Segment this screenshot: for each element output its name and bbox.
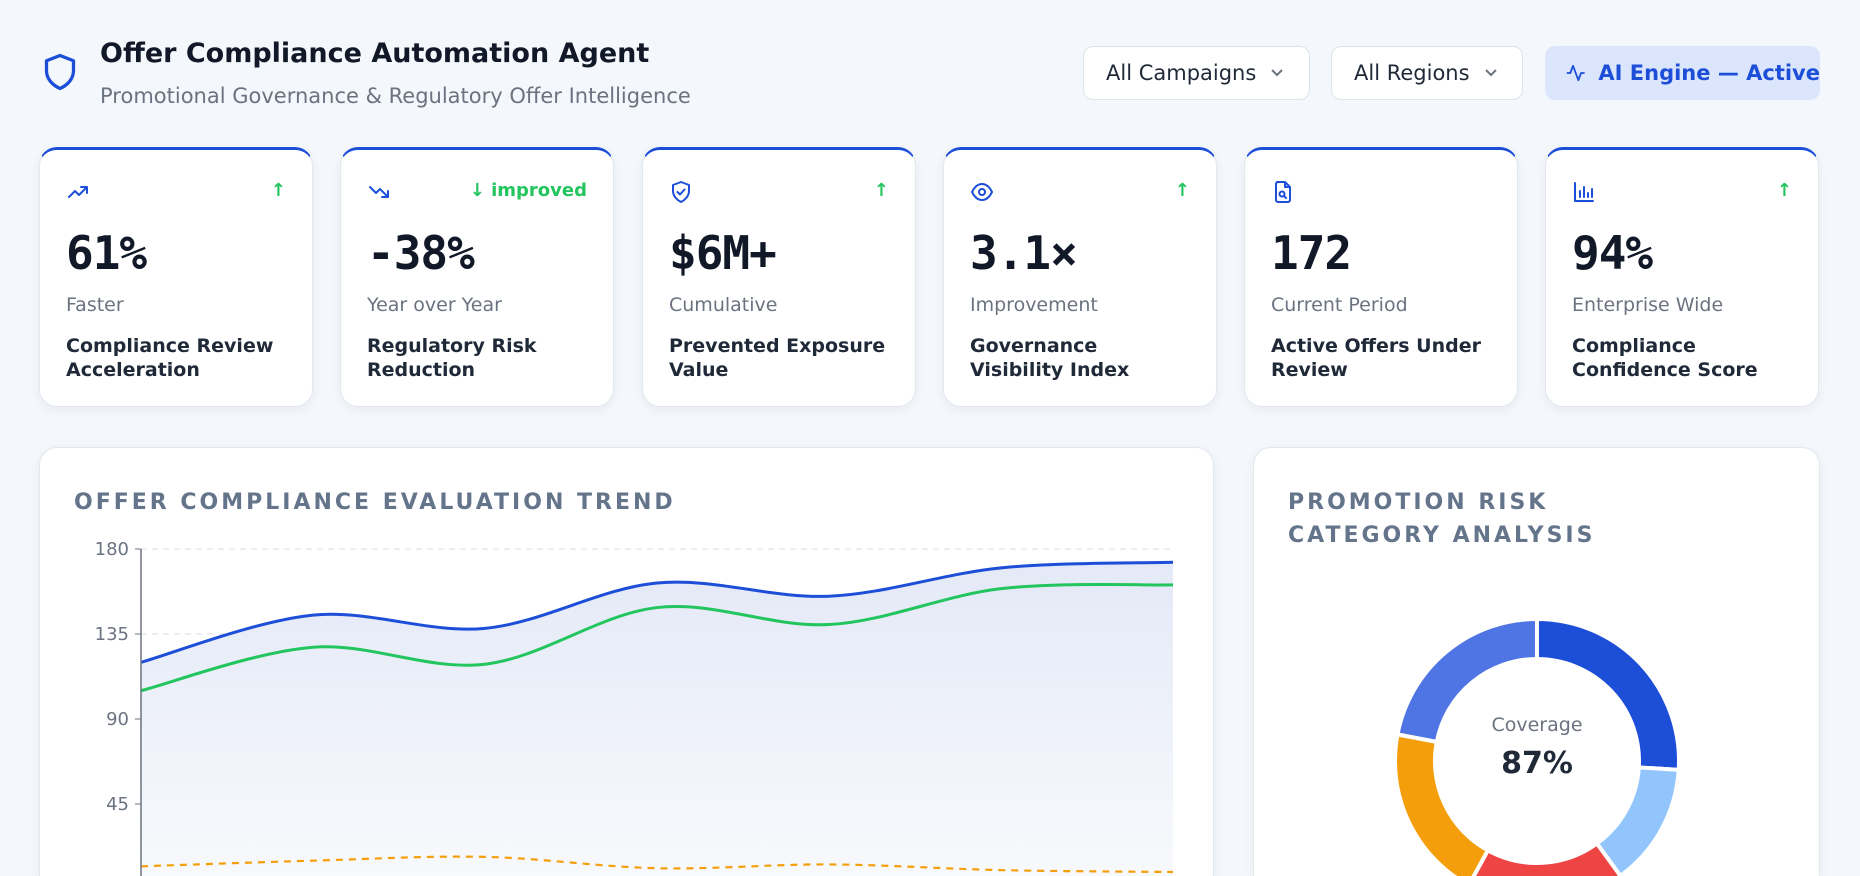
kpi-icon <box>672 181 690 203</box>
kpi-label: Compliance Confidence Score <box>1572 335 1758 381</box>
kpi-trend: ↑ <box>270 180 286 201</box>
kpi-icon <box>369 186 389 198</box>
page-title: Offer Compliance Automation Agent <box>100 38 650 69</box>
kpi-card: ↑ 94% Enterprise Wide Compliance Confidence… <box>1545 147 1819 407</box>
campaign-filter[interactable]: All Campaigns <box>1083 46 1310 100</box>
y-tick-label: 45 <box>106 794 129 815</box>
kpi-icon <box>1574 182 1594 202</box>
kpi-trend: ↑ <box>1776 180 1792 201</box>
kpi-value: $6M+ <box>669 226 777 280</box>
ai-status[interactable]: AI Engine — Active <box>1545 46 1820 100</box>
kpi-value: 94% <box>1572 226 1653 280</box>
chevron <box>1271 69 1284 77</box>
y-tick-label: 135 <box>95 624 129 645</box>
kpi-label: Compliance Review Acceleration <box>66 335 274 381</box>
kpi-card: ↑ 61% Faster Compliance Review Acceleration <box>39 147 313 407</box>
kpi-value: 61% <box>66 226 147 280</box>
kpi-icon <box>971 183 993 201</box>
kpi-card: ↑ 3.1× Improvement Governance Visibility In… <box>943 147 1217 407</box>
donut-segment <box>1393 732 1491 876</box>
status-label: AI Engine — Active <box>1598 61 1820 85</box>
kpi-value: 172 <box>1271 226 1352 280</box>
kpi-value: 3.1× <box>970 226 1078 280</box>
kpi-card: ↓ improved -38% Year over Year Regulatory R… <box>340 147 614 407</box>
trend-card: OFFER COMPLIANCE EVALUATION TREND 45 90 13… <box>39 447 1214 876</box>
kpi-label: Active Offers Under Review <box>1271 335 1481 381</box>
kpi-card: ↑ $6M+ Cumulative Prevented Exposure Value <box>642 147 916 407</box>
chart-title: OFFER COMPLIANCE EVALUATION TREND <box>74 490 676 515</box>
center-label: Coverage <box>1491 714 1582 736</box>
kpi-value: -38% <box>367 226 475 280</box>
kpi-period: Improvement <box>970 294 1098 316</box>
line <box>140 583 1174 693</box>
line <box>140 560 1174 664</box>
kpi-icon <box>1275 181 1291 203</box>
center-value: 87% <box>1501 746 1573 781</box>
kpi-card: 172 Current Period Active Offers Under Rev… <box>1244 147 1518 407</box>
page-subtitle: Promotional Governance & Regulatory Offe… <box>100 84 691 108</box>
kpi-period: Year over Year <box>367 294 502 316</box>
donut-segment <box>1395 616 1539 745</box>
y-tick-label: 180 <box>95 539 129 560</box>
area <box>141 562 1173 876</box>
y-tick-label: 90 <box>106 709 129 730</box>
kpi-period: Cumulative <box>669 294 778 316</box>
filter-label: All Campaigns <box>1106 61 1257 85</box>
kpi-label: Regulatory Risk Reduction <box>367 335 537 381</box>
kpi-period: Current Period <box>1271 294 1408 316</box>
kpi-trend: ↑ <box>1174 180 1190 201</box>
kpi-icon <box>68 186 88 198</box>
risk-card: PROMOTION RISK CATEGORY ANALYSIS Coverag… <box>1253 447 1820 876</box>
shield-icon <box>44 53 76 91</box>
region-filter[interactable]: All Regions <box>1331 46 1523 100</box>
risk-chart: Coverage 87% <box>1393 616 1681 876</box>
kpi-trend: ↑ <box>873 180 889 201</box>
kpi-period: Faster <box>66 294 124 316</box>
pulse-icon <box>1566 64 1585 82</box>
kpi-period: Enterprise Wide <box>1572 294 1724 316</box>
kpi-label: Governance Visibility Index <box>970 335 1130 381</box>
chart-title: PROMOTION RISK CATEGORY ANALYSIS <box>1288 490 1596 548</box>
filter-label: All Regions <box>1354 61 1470 85</box>
chevron <box>1484 69 1497 77</box>
kpi-trend: ↓ improved <box>469 180 587 201</box>
line <box>140 855 1174 874</box>
donut-segment <box>1471 840 1624 876</box>
trend-chart: 45 90 135 180 <box>95 539 1174 876</box>
kpi-label: Prevented Exposure Value <box>669 335 886 381</box>
